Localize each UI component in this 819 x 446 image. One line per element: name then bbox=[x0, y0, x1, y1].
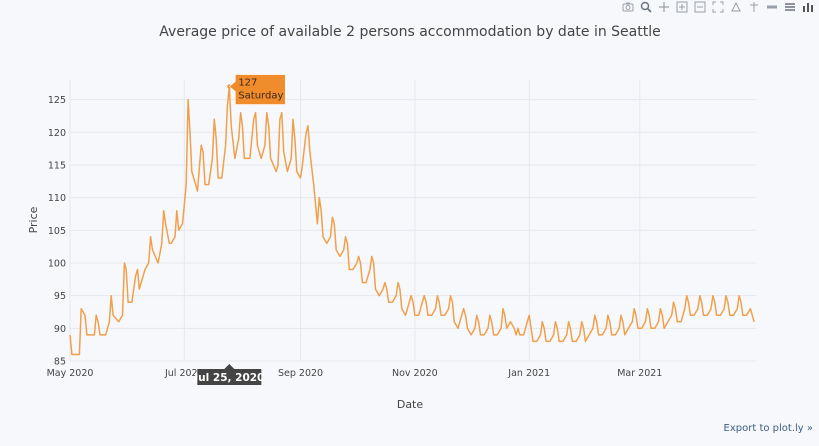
plotly-logo-icon[interactable] bbox=[801, 1, 815, 13]
y-axis-ticks: 85 90 95 100 105 110 115 120 125 bbox=[48, 95, 66, 367]
hover-closest-icon[interactable] bbox=[765, 1, 779, 13]
y-tick-label: 85 bbox=[54, 357, 66, 368]
y-tick-label: 95 bbox=[54, 291, 66, 302]
y-tick-label: 105 bbox=[48, 226, 66, 237]
x-tick-label: Jan 2021 bbox=[507, 368, 550, 379]
y-tick-label: 110 bbox=[48, 193, 66, 204]
modebar bbox=[621, 0, 815, 14]
y-tick-label: 125 bbox=[48, 95, 66, 106]
hover-box bbox=[228, 74, 286, 105]
chart-title: Average price of available 2 persons acc… bbox=[159, 24, 660, 40]
y-tick-label: 100 bbox=[48, 258, 66, 269]
spike-lines-icon[interactable] bbox=[747, 1, 761, 13]
x-axis-ticks: May 2020 Jul 2020 Sep 2020 Nov 2020 Jan 2021… bbox=[47, 368, 663, 379]
x-tick-label: Mar 2021 bbox=[617, 368, 662, 379]
zoom-in-icon[interactable] bbox=[675, 1, 689, 13]
hover-compare-icon[interactable] bbox=[783, 1, 797, 13]
export-link[interactable]: Export to plot.ly » bbox=[723, 423, 813, 434]
x-tick-label: Sep 2020 bbox=[278, 368, 323, 379]
grid-layer bbox=[69, 80, 756, 362]
y-tick-label: 115 bbox=[48, 160, 66, 171]
x-tick-label: Nov 2020 bbox=[392, 368, 438, 379]
zoom-out-icon[interactable] bbox=[693, 1, 707, 13]
hover-value: 127 bbox=[238, 78, 257, 89]
hover-date-text: Jul 25, 2020 bbox=[193, 372, 264, 384]
x-axis-title: Date bbox=[397, 398, 424, 411]
y-axis-title: Price bbox=[27, 206, 40, 233]
plot-area[interactable] bbox=[69, 85, 755, 356]
pan-icon[interactable] bbox=[657, 1, 671, 13]
y-tick-label: 120 bbox=[48, 128, 66, 139]
series-line[interactable] bbox=[69, 85, 755, 356]
camera-icon[interactable] bbox=[621, 1, 635, 13]
y-tick-label: 90 bbox=[54, 324, 66, 335]
x-tick-label: Jul 2020 bbox=[164, 368, 204, 379]
autoscale-icon[interactable] bbox=[711, 1, 725, 13]
zoom-icon[interactable] bbox=[639, 1, 653, 13]
hover-day: Saturday bbox=[238, 91, 283, 102]
hover-layer: 127 Saturday Jul 25, 2020 bbox=[193, 74, 286, 385]
x-tick-label: May 2020 bbox=[47, 368, 94, 379]
reset-axes-icon[interactable] bbox=[729, 1, 743, 13]
hover-date-label bbox=[197, 364, 262, 385]
